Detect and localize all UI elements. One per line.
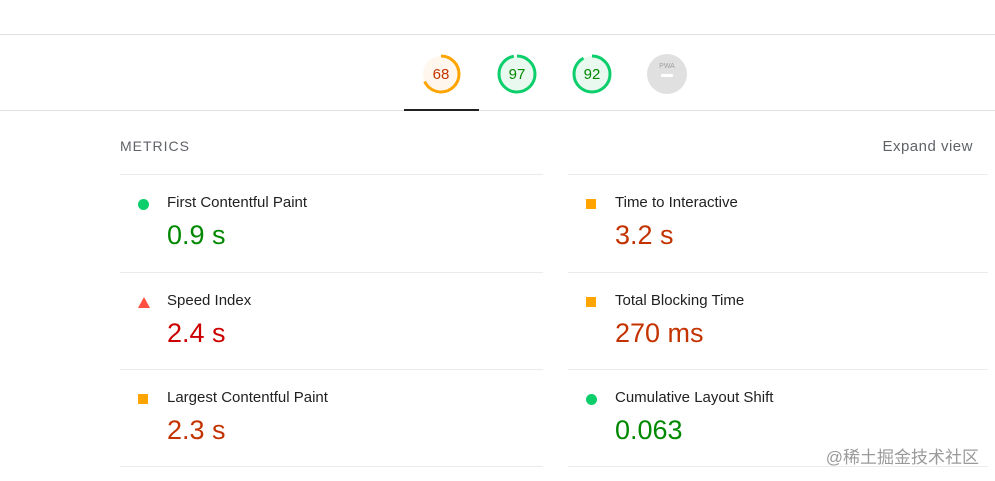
metric-value: 270 ms bbox=[615, 317, 704, 348]
gauge-performance[interactable]: 68 bbox=[421, 54, 461, 94]
metric-value: 3.2 s bbox=[615, 220, 674, 250]
gauge-ring bbox=[497, 54, 537, 94]
fail-triangle-icon bbox=[138, 296, 150, 308]
metric-value: 2.4 s bbox=[167, 317, 226, 348]
gauge-score: 68 bbox=[432, 66, 450, 83]
watermark: @稀土掘金技术社区 bbox=[825, 448, 979, 467]
metric-item: Cumulative Layout Shift 0.063 bbox=[568, 369, 988, 467]
metric-item: Speed Index 2.4 s bbox=[120, 271, 543, 370]
metric-value: 2.3 s bbox=[167, 415, 226, 445]
expand-view-button[interactable]: Expand view bbox=[882, 138, 973, 155]
pwa-icon: PWA bbox=[647, 54, 687, 94]
metric-value: 0.9 s bbox=[167, 220, 226, 250]
gauge-best-practices[interactable]: 92 bbox=[572, 54, 612, 94]
metric-item: First Contentful Paint 0.9 s bbox=[120, 174, 543, 272]
top-divider bbox=[0, 34, 995, 35]
metric-item: Total Blocking Time 270 ms bbox=[568, 271, 988, 370]
metric-label: First Contentful Paint bbox=[167, 194, 308, 211]
divider bbox=[120, 466, 543, 467]
metric-label: Largest Contentful Paint bbox=[167, 389, 328, 406]
metric-item: Time to Interactive 3.2 s bbox=[568, 174, 988, 272]
gauge-pwa[interactable]: PWA bbox=[647, 54, 687, 94]
gauge-ring bbox=[421, 54, 461, 94]
pass-circle-icon bbox=[138, 199, 149, 210]
metrics-heading: METRICS bbox=[120, 138, 190, 154]
metric-label: Cumulative Layout Shift bbox=[615, 389, 774, 406]
gauge-score: 92 bbox=[583, 66, 601, 83]
average-square-icon bbox=[138, 394, 148, 404]
pwa-label: PWA bbox=[659, 63, 675, 70]
gauge-ring bbox=[572, 54, 612, 94]
active-tab-indicator bbox=[404, 109, 479, 111]
divider bbox=[568, 466, 988, 467]
gauge-accessibility[interactable]: 97 bbox=[497, 54, 537, 94]
pass-circle-icon bbox=[586, 394, 597, 405]
metric-value: 0.063 bbox=[615, 415, 683, 445]
metric-label: Total Blocking Time bbox=[615, 291, 745, 309]
metric-item: Largest Contentful Paint 2.3 s bbox=[120, 369, 543, 467]
average-square-icon bbox=[586, 296, 596, 307]
gauge-bar-divider bbox=[0, 110, 995, 111]
average-square-icon bbox=[586, 199, 596, 209]
metric-label: Time to Interactive bbox=[615, 194, 738, 211]
gauge-score: 97 bbox=[508, 66, 526, 83]
metric-label: Speed Index bbox=[167, 291, 252, 309]
